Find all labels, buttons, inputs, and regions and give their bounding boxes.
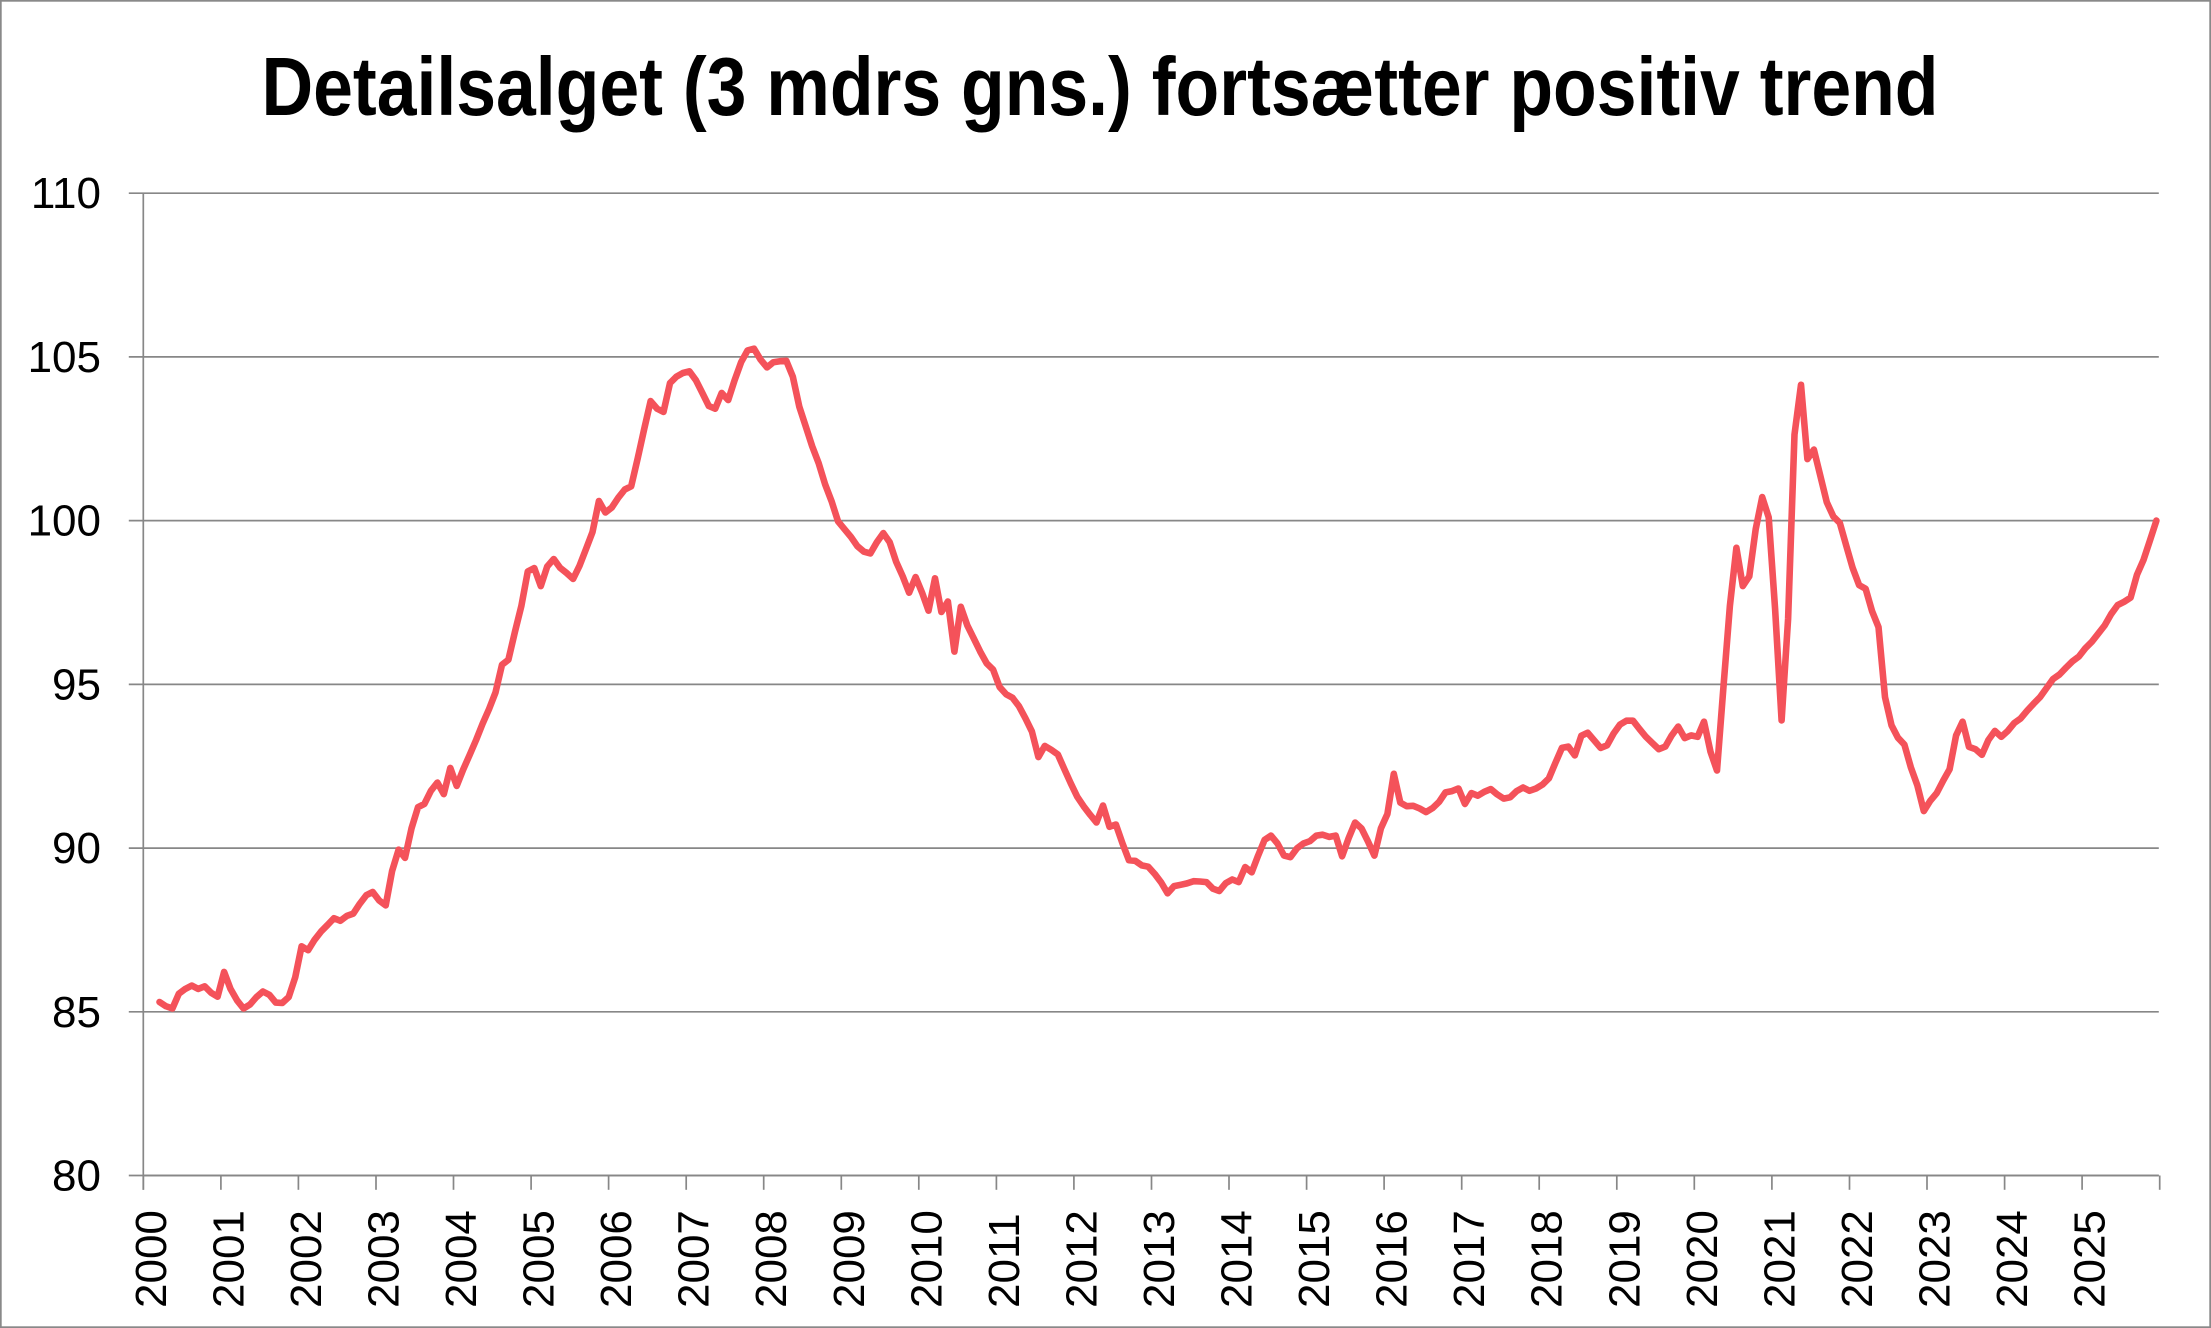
svg-text:2011: 2011 [980, 1213, 1029, 1308]
svg-text:2023: 2023 [1911, 1210, 1960, 1308]
svg-text:2017: 2017 [1445, 1210, 1494, 1308]
svg-text:2002: 2002 [282, 1210, 331, 1308]
svg-text:2013: 2013 [1135, 1210, 1184, 1308]
svg-text:2003: 2003 [360, 1210, 409, 1308]
svg-text:2010: 2010 [902, 1210, 951, 1308]
svg-text:2015: 2015 [1290, 1210, 1339, 1308]
svg-text:2009: 2009 [825, 1210, 874, 1308]
svg-text:2005: 2005 [515, 1210, 564, 1308]
svg-text:2019: 2019 [1600, 1210, 1649, 1308]
svg-text:2022: 2022 [1833, 1210, 1882, 1308]
svg-text:2006: 2006 [592, 1210, 641, 1308]
svg-text:2004: 2004 [437, 1210, 486, 1308]
svg-text:105: 105 [28, 333, 101, 382]
svg-text:2024: 2024 [1988, 1210, 2037, 1308]
svg-text:85: 85 [52, 988, 101, 1037]
svg-text:2007: 2007 [670, 1210, 719, 1308]
svg-text:2012: 2012 [1057, 1210, 1106, 1308]
svg-text:2020: 2020 [1678, 1210, 1727, 1308]
svg-text:2008: 2008 [747, 1210, 796, 1308]
svg-text:2016: 2016 [1368, 1210, 1417, 1308]
svg-text:2018: 2018 [1523, 1210, 1572, 1308]
svg-text:2021: 2021 [1755, 1210, 1804, 1308]
svg-text:Detailsalget (3 mdrs gns.) for: Detailsalget (3 mdrs gns.) fortsætter po… [262, 40, 1939, 133]
svg-text:2014: 2014 [1213, 1210, 1262, 1308]
svg-text:80: 80 [52, 1152, 101, 1201]
svg-text:100: 100 [28, 497, 101, 546]
svg-text:2025: 2025 [2066, 1210, 2115, 1308]
svg-text:110: 110 [31, 169, 101, 218]
svg-text:90: 90 [52, 824, 101, 873]
svg-text:95: 95 [52, 660, 101, 709]
svg-text:2000: 2000 [127, 1210, 176, 1308]
svg-text:2001: 2001 [204, 1210, 253, 1308]
